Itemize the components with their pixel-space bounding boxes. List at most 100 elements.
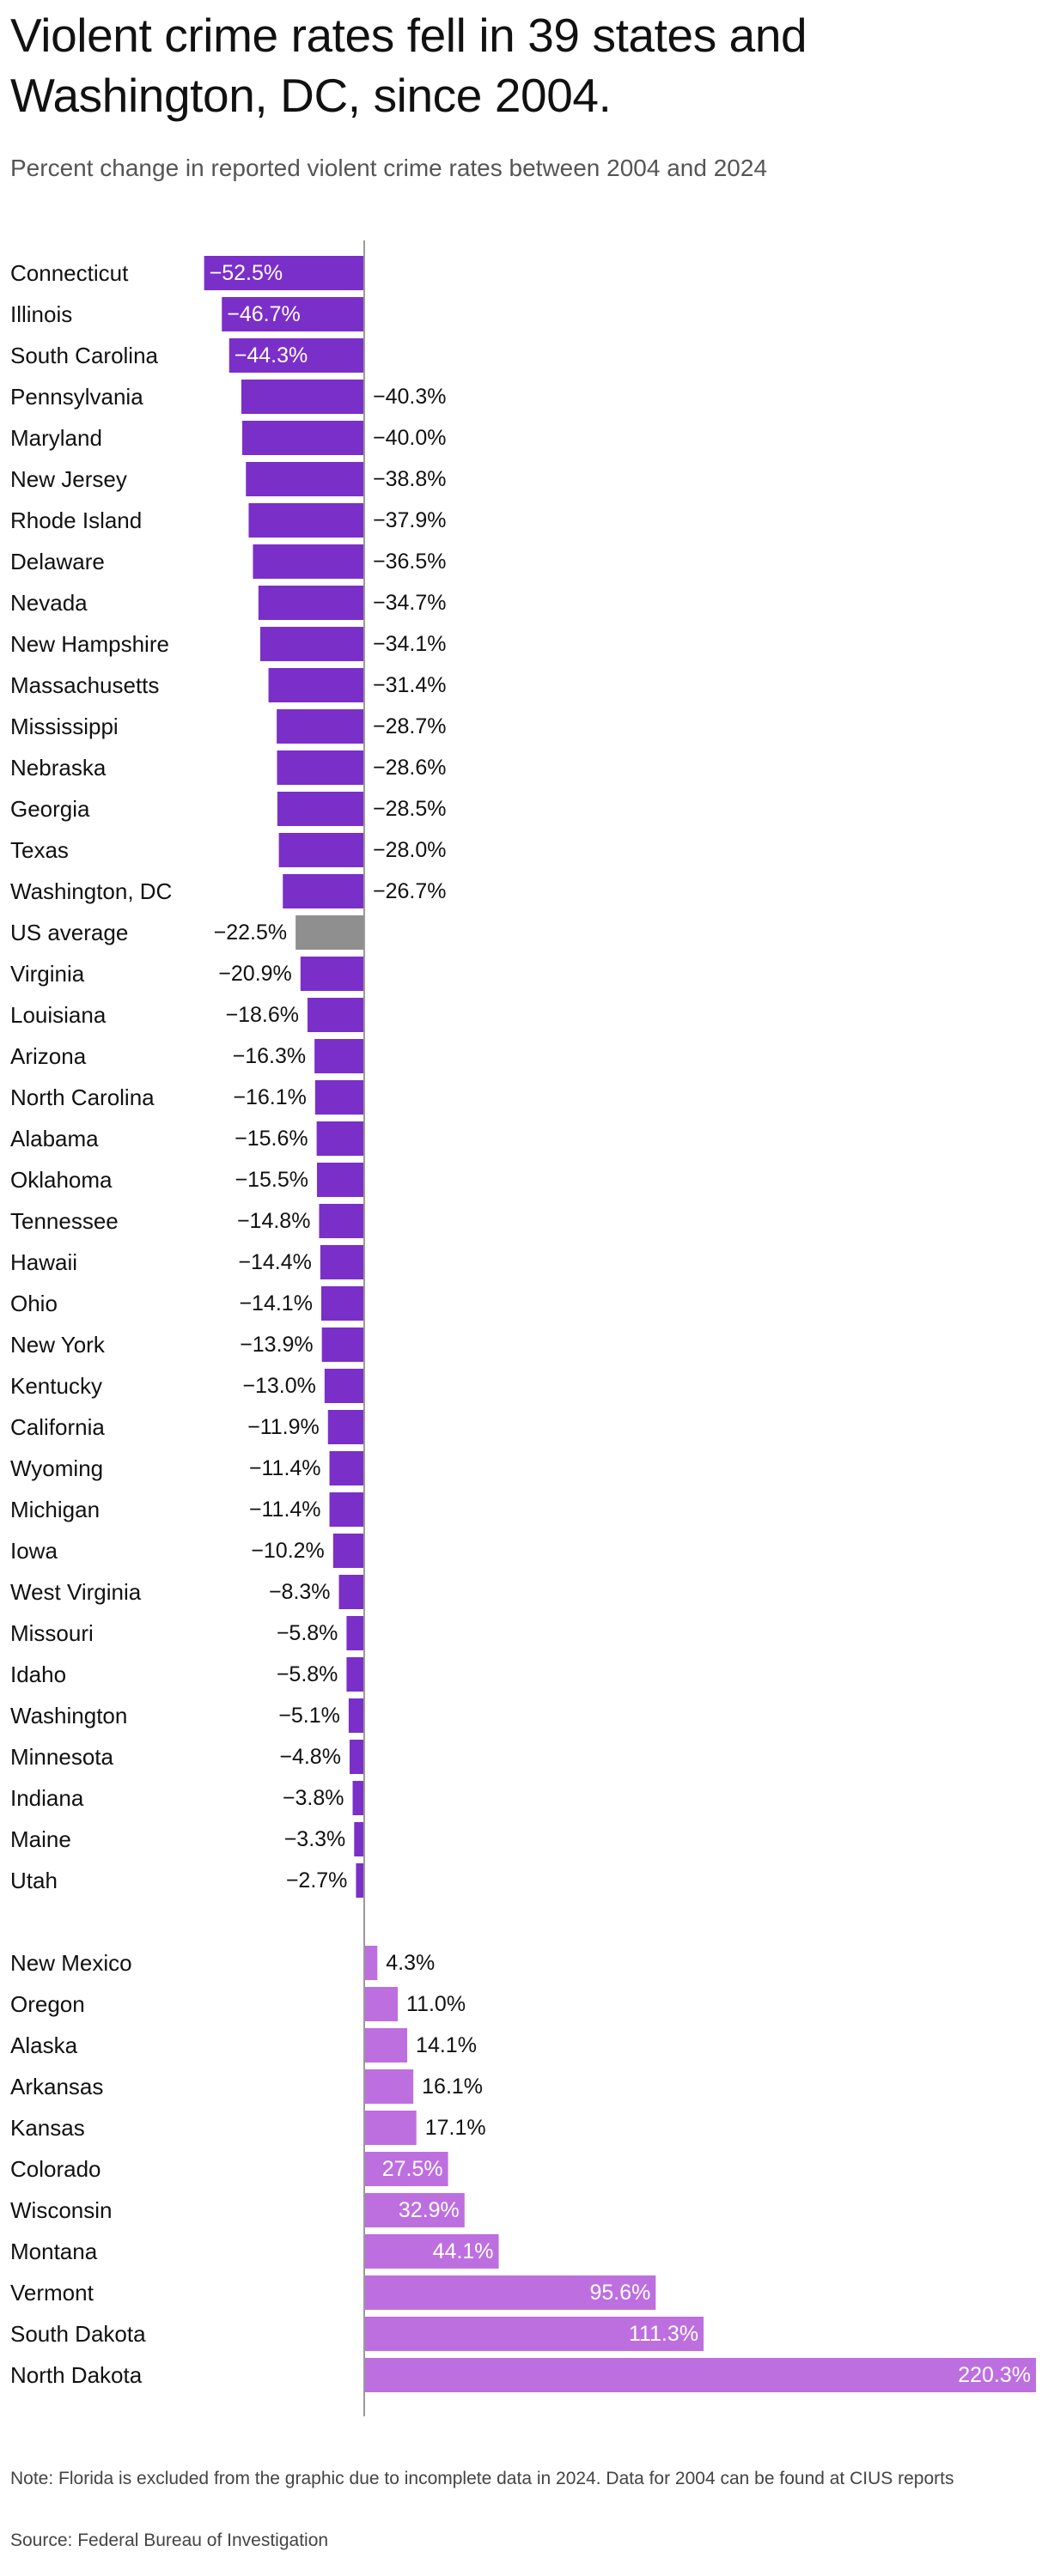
category-label-west-virginia: West Virginia xyxy=(10,1579,142,1605)
category-label-iowa: Iowa xyxy=(10,1538,58,1564)
bar-iowa xyxy=(332,1534,364,1568)
bar-new-jersey xyxy=(246,462,364,496)
bar-alaska xyxy=(364,2028,408,2063)
category-label-tennessee: Tennessee xyxy=(10,1208,119,1234)
value-label-arkansas: 16.1% xyxy=(422,2075,483,2099)
value-label-indiana: −3.8% xyxy=(283,1786,344,1810)
value-label-north-carolina: −16.1% xyxy=(233,1085,307,1109)
value-label-us-average: −22.5% xyxy=(214,920,288,945)
footnote: Note: Florida is excluded from the graph… xyxy=(10,2469,954,2488)
value-label-oklahoma: −15.5% xyxy=(235,1168,308,1192)
bar-nebraska xyxy=(277,750,364,785)
category-label-hawaii: Hawaii xyxy=(10,1249,77,1275)
value-label-washington-dc: −26.7% xyxy=(373,879,447,903)
value-label-south-carolina: −44.3% xyxy=(235,343,308,368)
category-label-us-average: US average xyxy=(10,920,128,945)
category-label-alaska: Alaska xyxy=(10,2032,78,2058)
bar-montana xyxy=(364,2234,499,2269)
value-label-delaware: −36.5% xyxy=(373,550,447,574)
value-label-virginia: −20.9% xyxy=(218,962,292,986)
value-label-missouri: −5.8% xyxy=(277,1621,338,1645)
category-label-south-carolina: South Carolina xyxy=(10,343,159,368)
value-label-hawaii: −14.4% xyxy=(238,1250,312,1274)
value-label-alabama: −15.6% xyxy=(235,1127,308,1151)
bar-oklahoma xyxy=(316,1163,364,1197)
category-label-massachusetts: Massachusetts xyxy=(10,672,159,698)
bar-pennsylvania xyxy=(241,380,364,414)
bar-utah xyxy=(356,1863,364,1898)
category-label-rhode-island: Rhode Island xyxy=(10,507,142,533)
bar-connecticut xyxy=(204,256,364,290)
value-label-rhode-island: −37.9% xyxy=(373,508,447,532)
category-label-missouri: Missouri xyxy=(10,1620,94,1646)
bar-michigan xyxy=(329,1492,364,1527)
bar-illinois xyxy=(222,297,364,331)
category-label-washington-dc: Washington, DC xyxy=(10,878,172,904)
category-label-washington: Washington xyxy=(10,1703,127,1728)
category-label-pennsylvania: Pennsylvania xyxy=(10,384,143,410)
category-label-nebraska: Nebraska xyxy=(10,755,107,781)
category-label-alabama: Alabama xyxy=(10,1126,99,1151)
category-label-arkansas: Arkansas xyxy=(10,2074,103,2099)
bar-oregon xyxy=(364,1987,399,2021)
bar-california xyxy=(327,1410,364,1444)
value-label-new-jersey: −38.8% xyxy=(373,467,447,491)
value-label-kentucky: −13.0% xyxy=(242,1374,316,1398)
bar-chart: Connecticut −52.5% Illinois −46.7% South Car… xyxy=(10,240,1036,2416)
bar-rhode-island xyxy=(248,503,364,538)
category-label-new-hampshire: New Hampshire xyxy=(10,631,169,657)
category-label-north-dakota: North Dakota xyxy=(10,2362,143,2388)
bar-arkansas xyxy=(364,2069,414,2104)
bar-north-carolina xyxy=(314,1080,364,1115)
bar-kansas xyxy=(364,2111,417,2145)
category-label-montana: Montana xyxy=(10,2239,98,2264)
category-label-colorado: Colorado xyxy=(10,2156,101,2182)
bar-indiana xyxy=(352,1781,364,1815)
chart-title: Violent crime rates fell in 39 states an… xyxy=(10,9,807,122)
bar-louisiana xyxy=(307,998,364,1032)
value-label-illinois: −46.7% xyxy=(227,302,301,326)
chart-subtitle: Percent change in reported violent crime… xyxy=(10,155,768,181)
value-label-nevada: −34.7% xyxy=(373,591,447,615)
bar-south-dakota xyxy=(364,2317,704,2351)
category-label-illinois: Illinois xyxy=(10,301,72,327)
category-label-maine: Maine xyxy=(10,1826,71,1852)
value-label-colorado: 27.5% xyxy=(382,2157,443,2181)
bar-new-hampshire xyxy=(259,627,364,661)
bar-hawaii xyxy=(320,1245,364,1279)
value-label-wyoming: −11.4% xyxy=(249,1456,321,1480)
value-label-louisiana: −18.6% xyxy=(225,1003,299,1027)
value-label-north-dakota: 220.3% xyxy=(958,2363,1031,2387)
bar-virginia xyxy=(300,957,364,991)
category-label-south-dakota: South Dakota xyxy=(10,2321,146,2347)
value-label-tennessee: −14.8% xyxy=(237,1209,311,1233)
category-label-indiana: Indiana xyxy=(10,1785,84,1811)
category-label-utah: Utah xyxy=(10,1868,58,1893)
value-label-alaska: 14.1% xyxy=(416,2033,477,2057)
value-label-idaho: −5.8% xyxy=(277,1662,338,1686)
value-label-nebraska: −28.6% xyxy=(373,756,447,780)
category-label-oregon: Oregon xyxy=(10,1991,85,2017)
bar-georgia xyxy=(277,792,364,826)
category-label-new-jersey: New Jersey xyxy=(10,466,127,492)
bar-wyoming xyxy=(329,1451,364,1485)
bar-new-mexico xyxy=(364,1946,378,1980)
category-label-california: California xyxy=(10,1414,105,1440)
bar-maine xyxy=(354,1822,364,1856)
bar-west-virginia xyxy=(338,1575,364,1609)
category-label-texas: Texas xyxy=(10,837,69,863)
bar-north-dakota xyxy=(364,2358,1036,2392)
category-label-arizona: Arizona xyxy=(10,1043,87,1069)
bar-maryland xyxy=(242,421,364,455)
bar-new-york xyxy=(321,1327,364,1362)
category-label-virginia: Virginia xyxy=(10,961,85,987)
bar-alabama xyxy=(316,1121,364,1156)
category-label-new-mexico: New Mexico xyxy=(10,1950,132,1976)
value-label-washington: −5.1% xyxy=(278,1704,340,1728)
value-label-michigan: −11.4% xyxy=(249,1498,321,1522)
category-label-louisiana: Louisiana xyxy=(10,1002,107,1028)
bar-washington-dc xyxy=(283,874,364,908)
bar-delaware xyxy=(253,544,364,579)
category-label-delaware: Delaware xyxy=(10,549,105,574)
value-label-montana: 44.1% xyxy=(433,2239,494,2263)
